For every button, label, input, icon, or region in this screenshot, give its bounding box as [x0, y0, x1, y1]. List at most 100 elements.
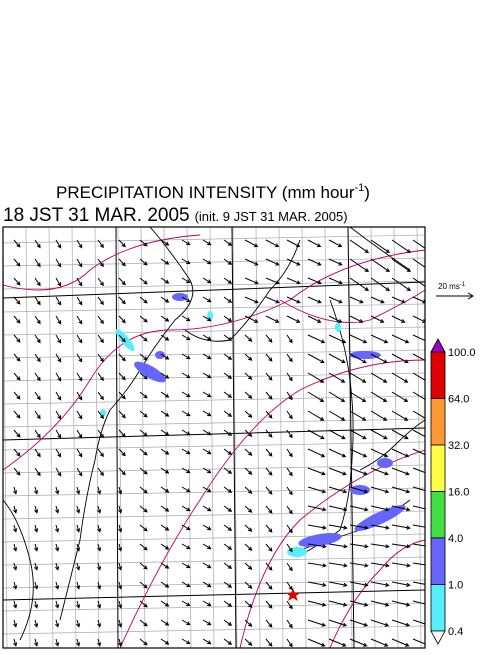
wind-arrow — [202, 277, 212, 284]
wind-arrow — [13, 372, 21, 381]
precipitation — [100, 293, 406, 557]
rain-area — [207, 311, 213, 321]
wind-arrow — [97, 353, 104, 363]
wind-arrow — [223, 600, 233, 607]
wind-arrow — [55, 391, 62, 401]
wind-arrow — [349, 277, 370, 292]
wind-arrow — [349, 467, 368, 476]
wind-arrow — [181, 296, 191, 303]
wind-arrow — [370, 391, 388, 402]
wind-arrow — [181, 353, 191, 360]
wind-arrow — [265, 429, 273, 438]
wind-arrow — [265, 524, 273, 533]
title-text: PRECIPITATION INTENSITY (mm hour — [56, 183, 355, 202]
wind-arrow — [55, 353, 62, 363]
wind-arrow — [160, 562, 170, 569]
wind-arrow — [391, 353, 409, 364]
wind-arrow — [244, 258, 259, 266]
wind-arrow — [265, 486, 273, 495]
wind-arrow — [160, 448, 170, 455]
legend-band — [430, 584, 446, 632]
grid-line — [3, 556, 425, 566]
wind-arrow — [412, 391, 425, 402]
wind-arrow — [223, 581, 233, 588]
wind-arrow — [265, 562, 273, 571]
isobar — [279, 289, 425, 323]
wind-arrow — [391, 467, 410, 476]
wind-arrow — [160, 505, 170, 512]
wind-arrow — [244, 429, 253, 437]
wind-arrow — [286, 391, 293, 401]
wind-arrow — [181, 505, 191, 512]
wind-arrow — [307, 619, 327, 627]
wind-arrow — [244, 277, 259, 285]
wind-arrow — [97, 391, 104, 401]
wind-arrow — [286, 315, 301, 323]
wind-arrow — [286, 372, 293, 382]
wind-arrow — [412, 448, 425, 456]
wind-arrow — [223, 486, 233, 493]
wind-arrow — [370, 524, 390, 530]
legend-top-triangle — [430, 338, 446, 353]
wind-arrow — [412, 486, 425, 492]
coast — [3, 499, 34, 641]
wind-arrow — [391, 372, 409, 383]
wind-scale-text: 20 ms — [438, 282, 460, 291]
legend-label: 100.0 — [448, 347, 476, 359]
wind-arrow — [160, 638, 170, 645]
wind-arrow — [118, 296, 126, 305]
wind-arrow — [286, 277, 301, 285]
wind-arrow — [55, 543, 60, 552]
wind-arrow — [307, 600, 327, 607]
wind-arrow — [139, 239, 148, 247]
wind-arrow — [265, 448, 273, 457]
wind-arrow — [160, 543, 170, 550]
wind-arrow — [412, 277, 425, 287]
wind-arrow — [307, 315, 322, 323]
wind-arrow — [223, 543, 233, 550]
wind-arrow — [349, 296, 364, 304]
wind-arrow — [349, 315, 364, 323]
wind-arrow — [160, 410, 170, 417]
wind-arrow — [160, 581, 170, 588]
wind-arrow — [307, 486, 327, 494]
wind-arrow — [55, 448, 62, 458]
wind-arrow — [223, 277, 233, 284]
isobar — [3, 234, 201, 291]
wind-arrow — [139, 334, 148, 342]
wind-arrow — [286, 619, 293, 629]
wind-arrow — [118, 429, 126, 438]
wind-arrow — [76, 543, 81, 552]
wind-arrow — [76, 410, 83, 420]
wind-arrow — [181, 372, 191, 379]
wind-arrow — [34, 239, 41, 249]
legend-label: 64.0 — [448, 394, 469, 406]
wind-arrow — [370, 638, 389, 647]
wind-arrow — [181, 239, 191, 246]
legend-band — [430, 491, 446, 539]
wind-arrow — [328, 277, 343, 285]
wind-arrow — [328, 467, 347, 476]
coast — [359, 419, 425, 471]
wind-arrow — [412, 372, 425, 383]
wind-arrow — [223, 638, 233, 645]
wind-arrow — [34, 315, 41, 325]
wind-arrow — [160, 619, 170, 626]
wind-vectors — [13, 239, 425, 648]
grid-line — [209, 227, 215, 648]
wind-arrow — [139, 429, 148, 437]
wind-arrow — [97, 277, 104, 287]
wind-arrow — [223, 372, 233, 379]
wind-arrow — [328, 353, 346, 364]
major-grid — [3, 227, 425, 648]
wind-arrow — [244, 562, 253, 570]
wind-arrow — [76, 448, 83, 458]
wind-arrow — [55, 239, 62, 249]
wind-arrow — [265, 638, 273, 647]
wind-arrow — [244, 619, 253, 627]
wind-arrow — [34, 505, 39, 514]
wind-arrow — [55, 334, 62, 344]
wind-arrow — [34, 353, 41, 363]
wind-arrow — [202, 353, 212, 360]
wind-arrow — [349, 239, 370, 254]
